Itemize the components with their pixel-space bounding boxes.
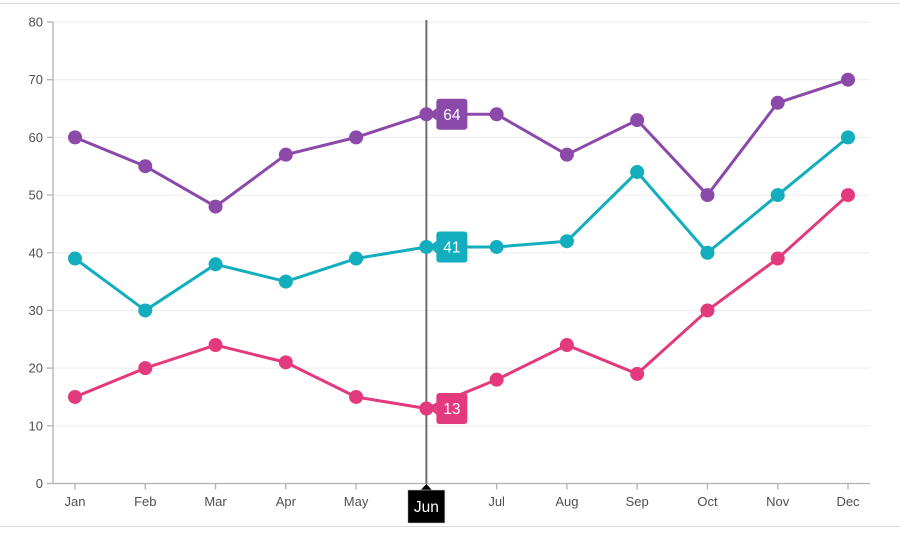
teal-series-marker-May[interactable] (349, 251, 364, 266)
x-axis-label-Apr[interactable]: Apr (276, 494, 297, 509)
purple-series-marker-Jan[interactable] (68, 130, 82, 145)
y-axis-label-80: 80 (29, 15, 43, 30)
pink-series-marker-Feb[interactable] (138, 361, 153, 376)
pink-series-marker-May[interactable] (349, 389, 364, 404)
teal-series-marker-Feb[interactable] (138, 303, 153, 318)
purple-series-marker-Dec[interactable] (841, 72, 855, 87)
y-axis-label-40: 40 (29, 245, 43, 260)
teal-series-marker-Dec[interactable] (841, 130, 855, 145)
teal-series-tooltip: 41 (428, 231, 468, 263)
crosshair-axis-label-box (407, 489, 446, 524)
pink-series-marker-Apr[interactable] (278, 355, 293, 370)
x-axis-label-Feb[interactable]: Feb (134, 494, 156, 509)
x-axis-label-Mar[interactable]: Mar (204, 494, 227, 509)
pink-series-marker-Jun[interactable] (419, 401, 434, 416)
purple-series-marker-Mar[interactable] (208, 199, 223, 214)
teal-series-marker-Oct[interactable] (700, 245, 715, 260)
teal-series-marker-Jan[interactable] (68, 251, 82, 266)
x-axis-label-Oct[interactable]: Oct (697, 494, 718, 509)
teal-series-marker-Nov[interactable] (770, 188, 785, 203)
pink-series-marker-Mar[interactable] (208, 338, 223, 353)
teal-series-marker-Apr[interactable] (278, 274, 293, 289)
purple-series-marker-May[interactable] (349, 130, 364, 145)
y-axis-label-70: 70 (29, 72, 43, 87)
pink-series-marker-Oct[interactable] (700, 303, 715, 318)
pink-series-tooltip-box (436, 393, 468, 425)
x-axis-label-Dec[interactable]: Dec (836, 494, 860, 509)
pink-series-tooltip-value: 13 (443, 401, 460, 418)
pink-series-tooltip: 13 (428, 393, 468, 425)
crosshair-axis-label-arrow (420, 484, 433, 491)
teal-series-marker-Mar[interactable] (208, 257, 223, 272)
x-axis-label-May[interactable]: May (344, 494, 369, 509)
pink-series-marker-Jul[interactable] (489, 372, 504, 387)
pink-series-marker-Aug[interactable] (559, 338, 574, 353)
x-axis-label-Nov[interactable]: Nov (766, 494, 790, 509)
purple-series-marker-Jun[interactable] (419, 107, 434, 122)
teal-series-tooltip-arrow (428, 240, 437, 253)
teal-series-marker-Jun[interactable] (419, 239, 434, 254)
purple-series-tooltip: 64 (428, 98, 468, 130)
teal-series-tooltip-box (436, 231, 468, 263)
purple-series-marker-Sep[interactable] (630, 113, 645, 128)
purple-series-tooltip-arrow (428, 108, 437, 121)
pink-series-marker-Dec[interactable] (841, 188, 855, 203)
purple-series-marker-Oct[interactable] (700, 188, 715, 203)
purple-series-tooltip-value: 64 (443, 107, 461, 124)
teal-series-marker-Jul[interactable] (489, 239, 504, 254)
crosshair-axis-label: Jun (407, 484, 446, 524)
teal-series-tooltip-value: 41 (443, 239, 460, 256)
pink-series-tooltip-arrow (428, 402, 437, 415)
purple-series-marker-Jul[interactable] (489, 107, 504, 122)
purple-series-marker-Aug[interactable] (559, 147, 574, 162)
y-axis-label-0: 0 (36, 476, 43, 491)
teal-series-marker-Sep[interactable] (630, 164, 645, 179)
purple-series-marker-Feb[interactable] (138, 159, 153, 174)
y-axis-label-20: 20 (29, 361, 43, 376)
pink-series-marker-Jan[interactable] (68, 389, 82, 404)
y-axis-label-50: 50 (29, 188, 43, 203)
pink-series-marker-Sep[interactable] (630, 366, 645, 381)
x-axis-label-Aug[interactable]: Aug (555, 494, 578, 509)
teal-series-marker-Aug[interactable] (559, 234, 574, 249)
pink-series-marker-Nov[interactable] (770, 251, 785, 266)
crosshair-axis-label-text: Jun (414, 499, 439, 516)
top-divider (0, 3, 900, 4)
bottom-divider (0, 526, 900, 527)
x-axis-label-Sep[interactable]: Sep (626, 494, 649, 509)
y-axis-label-60: 60 (29, 130, 43, 145)
purple-series-marker-Apr[interactable] (278, 147, 293, 162)
x-axis-label-Jul[interactable]: Jul (488, 494, 505, 509)
y-axis-label-30: 30 (29, 303, 43, 318)
purple-series-tooltip-box (436, 98, 468, 130)
y-axis-label-10: 10 (29, 418, 43, 433)
purple-series-marker-Nov[interactable] (770, 95, 785, 110)
x-axis-label-Jan[interactable]: Jan (65, 494, 86, 509)
